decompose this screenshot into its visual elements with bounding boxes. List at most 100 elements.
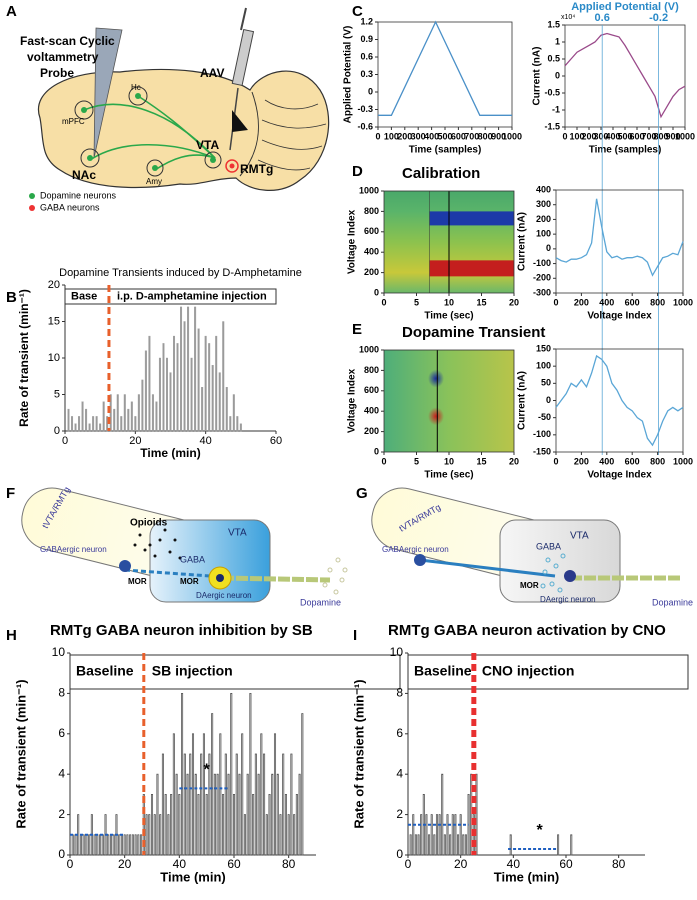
bar	[219, 733, 222, 856]
x-axis-label: Time (min)	[140, 446, 200, 460]
bar	[88, 834, 91, 856]
y-tick-label: 20	[48, 279, 60, 291]
region-label: VTA	[570, 531, 589, 542]
x-tick-label: 20	[129, 435, 141, 447]
x-tick-label: 20	[509, 297, 519, 307]
y-tick-label: 0	[396, 847, 403, 861]
y-tick-label: 300	[536, 199, 551, 209]
bar	[211, 365, 214, 432]
bar	[570, 834, 573, 856]
brain-fold	[239, 91, 259, 177]
bar	[257, 773, 260, 856]
phase-box	[69, 654, 401, 690]
bar	[161, 753, 164, 856]
y-tick-label: 0	[374, 446, 379, 456]
x-tick-label: 200	[574, 297, 589, 307]
label: GABA	[180, 554, 205, 564]
region-dot	[135, 93, 141, 99]
transmitter-label: Dopamine	[300, 597, 341, 607]
receptor-label: MOR	[520, 581, 539, 590]
bar	[150, 794, 154, 856]
region	[74, 100, 94, 120]
bar	[462, 834, 465, 856]
bar	[92, 416, 95, 432]
transmitter-label: Dopamine	[652, 597, 693, 607]
bar	[88, 423, 91, 432]
y-tick-label: 0	[368, 86, 373, 96]
x-tick-label: 10	[444, 456, 454, 466]
bar	[123, 834, 126, 856]
x-tick-label: 200	[397, 131, 412, 141]
y-axis-label: Voltage Index	[347, 368, 358, 433]
y-tick-label: 5	[54, 388, 60, 400]
dopamine-dots	[322, 557, 348, 595]
heatmap-bg	[384, 350, 514, 452]
bar	[475, 773, 478, 856]
x-tick-label: 20	[118, 857, 132, 871]
axon	[221, 575, 331, 583]
y-tick-label: 0	[58, 847, 65, 861]
bar	[137, 394, 140, 432]
bar	[205, 794, 208, 856]
heatmap-band	[429, 211, 514, 226]
y-tick-label: 15	[48, 315, 60, 327]
probe-label: Fast-scan Cyclic	[20, 34, 115, 48]
bar	[222, 321, 225, 432]
bar	[241, 733, 244, 856]
receptor-label: MOR	[180, 577, 199, 586]
x-tick-label: 200	[574, 456, 589, 466]
neuron-label: GABAergic neuron	[382, 545, 449, 554]
bar	[464, 834, 467, 856]
y-tick-label: 1	[555, 36, 560, 46]
bar	[443, 834, 446, 856]
panel-label: H	[6, 627, 17, 644]
y-tick-label: 400	[364, 406, 379, 416]
axon	[419, 558, 556, 578]
bar	[441, 773, 444, 856]
x-tick-label: 15	[476, 456, 486, 466]
bar	[208, 753, 211, 856]
x-tick-label: 900	[665, 131, 680, 141]
y-axis-label: Current (nA)	[532, 47, 543, 106]
bar	[129, 834, 132, 856]
vta-region	[149, 519, 271, 603]
x-tick-label: 1000	[673, 456, 693, 466]
bar	[451, 814, 454, 856]
line	[555, 354, 684, 447]
bar	[197, 328, 200, 432]
y-tick-label: 4	[58, 766, 65, 780]
region-label: VTA	[228, 528, 247, 539]
bar	[141, 379, 144, 432]
x-tick-label: 80	[612, 857, 626, 871]
y-tick-label: -300	[533, 287, 551, 297]
reference-label: -0.2	[649, 12, 668, 24]
phase-label: Baseline	[414, 663, 472, 679]
y-tick-label: -150	[533, 446, 551, 456]
x-tick-label: 0	[375, 131, 380, 141]
neuron-label: DAergic neuron	[540, 595, 596, 604]
bar	[151, 394, 154, 432]
bar	[178, 794, 181, 856]
neuron-label: DAergic neuron	[196, 591, 252, 600]
x-tick-label: 700	[641, 131, 656, 141]
bar	[153, 814, 156, 856]
top-label: Applied Potential (V)	[571, 1, 679, 13]
bar	[85, 408, 88, 432]
phase-label: Base	[71, 290, 97, 302]
panel-label: I	[353, 627, 357, 644]
bar	[236, 416, 239, 432]
plot-frame	[377, 21, 513, 128]
bar	[112, 834, 115, 856]
region-dot	[210, 157, 216, 163]
bar	[509, 834, 512, 856]
y-tick-label: -100	[533, 258, 551, 268]
x-tick-label: 0	[381, 456, 386, 466]
bar	[435, 814, 438, 856]
annotation: *	[204, 761, 211, 778]
bar	[158, 357, 161, 432]
virus-label: AAV	[200, 66, 224, 80]
x-tick-label: 100	[384, 131, 399, 141]
bar	[201, 387, 204, 432]
x-axis-label: Time (samples)	[589, 145, 662, 156]
x-tick-label: 20	[454, 857, 468, 871]
